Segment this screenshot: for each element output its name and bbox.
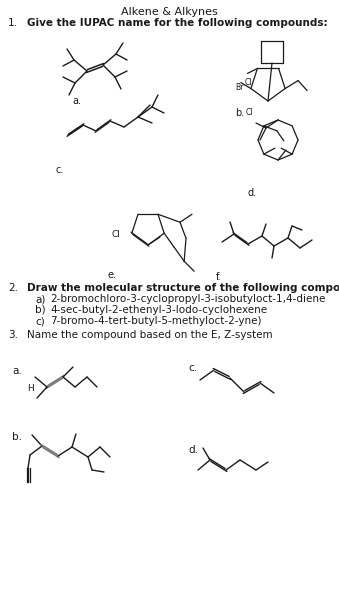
Text: a.: a.: [72, 96, 81, 106]
Text: 2.: 2.: [8, 283, 18, 293]
Text: a.: a.: [12, 366, 22, 376]
Text: Br: Br: [235, 83, 243, 92]
Text: e.: e.: [107, 270, 116, 280]
Text: 1.: 1.: [8, 18, 18, 28]
Text: 7-bromo-4-tert-butyl-5-methyloct-2-yne): 7-bromo-4-tert-butyl-5-methyloct-2-yne): [50, 316, 261, 326]
Text: 4-sec-butyl-2-ethenyl-3-Iodo-cyclohexene: 4-sec-butyl-2-ethenyl-3-Iodo-cyclohexene: [50, 305, 267, 315]
Text: 2-bromochloro-3-cyclopropyl-3-isobutyloct-1,4-diene: 2-bromochloro-3-cyclopropyl-3-isobutyloc…: [50, 294, 325, 304]
Text: Cl: Cl: [112, 230, 121, 240]
Text: Give the IUPAC name for the following compounds:: Give the IUPAC name for the following co…: [27, 18, 327, 28]
Text: b.: b.: [235, 108, 244, 118]
Text: d.: d.: [248, 188, 257, 198]
Text: Cl: Cl: [246, 108, 254, 117]
Text: f.: f.: [216, 272, 222, 282]
Text: Alkene & Alkynes: Alkene & Alkynes: [121, 7, 218, 17]
Text: Draw the molecular structure of the following compounds: Draw the molecular structure of the foll…: [27, 283, 339, 293]
Text: 3.: 3.: [8, 330, 18, 340]
Text: d.: d.: [188, 445, 198, 455]
Text: c.: c.: [56, 165, 64, 175]
Text: b): b): [35, 305, 46, 315]
Text: c): c): [35, 316, 45, 326]
Text: Cl: Cl: [244, 78, 252, 88]
Text: b.: b.: [12, 432, 22, 442]
Text: H: H: [27, 384, 34, 393]
Text: a): a): [35, 294, 45, 304]
Text: Name the compound based on the E, Z-system: Name the compound based on the E, Z-syst…: [27, 330, 273, 340]
Text: c.: c.: [188, 363, 197, 373]
